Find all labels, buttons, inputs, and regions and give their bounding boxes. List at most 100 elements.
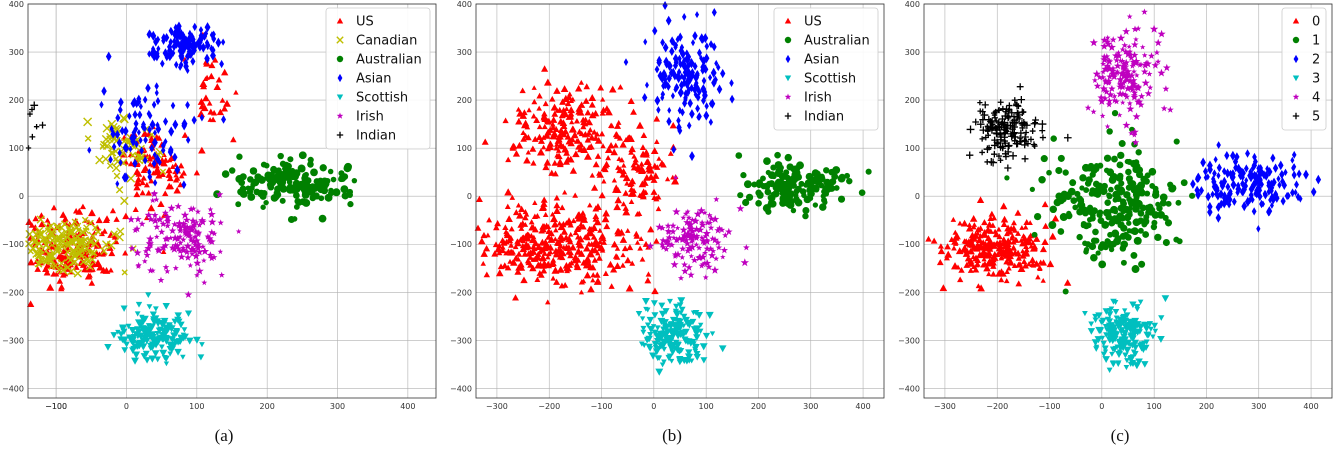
data-point	[1106, 318, 1114, 325]
data-point	[651, 162, 659, 169]
data-point	[238, 179, 246, 186]
data-point	[1284, 191, 1290, 201]
data-point	[154, 246, 164, 254]
data-point	[204, 233, 212, 240]
data-point	[55, 246, 63, 254]
data-point	[820, 193, 826, 199]
data-point	[715, 244, 723, 251]
data-point	[610, 240, 619, 248]
data-point	[39, 121, 46, 129]
data-point	[818, 182, 825, 189]
data-point	[35, 229, 45, 239]
data-point	[1133, 36, 1139, 42]
data-point	[181, 223, 190, 232]
data-point	[145, 189, 152, 196]
data-point	[668, 325, 674, 330]
y-tick-label: 200	[905, 96, 920, 105]
data-point	[745, 193, 754, 201]
data-point	[1268, 179, 1275, 190]
data-point	[171, 41, 177, 51]
data-point	[1063, 133, 1072, 142]
data-point	[624, 180, 630, 186]
data-point	[740, 172, 747, 179]
data-point	[653, 237, 660, 244]
data-point	[152, 306, 159, 312]
data-point	[665, 233, 674, 241]
panel-a: −100−200−1000100200300400−400−300−200−10…	[0, 0, 448, 450]
data-point	[551, 159, 559, 166]
data-point	[667, 241, 673, 247]
data-point	[133, 344, 141, 350]
legend-marker	[784, 112, 792, 120]
data-point	[127, 160, 135, 167]
data-point	[153, 196, 160, 203]
data-point	[661, 81, 666, 91]
data-point	[516, 211, 524, 219]
data-point	[1115, 51, 1123, 60]
data-point	[1112, 51, 1121, 60]
data-point	[187, 224, 193, 231]
data-point	[504, 264, 512, 271]
data-point	[45, 233, 53, 241]
data-point	[1132, 112, 1141, 120]
data-point	[1039, 134, 1047, 141]
data-point	[770, 164, 777, 171]
data-point	[163, 217, 171, 225]
data-point	[1279, 169, 1285, 180]
legend-label: Canadian	[356, 34, 417, 49]
data-point	[25, 218, 33, 225]
data-point	[151, 100, 157, 109]
data-point	[149, 197, 156, 203]
x-tick-label: 100	[699, 402, 714, 411]
data-point	[653, 115, 661, 122]
data-point	[1153, 49, 1160, 56]
data-point	[990, 253, 998, 260]
data-point	[1168, 184, 1177, 193]
data-point	[175, 222, 183, 229]
y-tick-label: 100	[457, 144, 472, 153]
data-point	[1138, 189, 1146, 197]
data-point	[176, 227, 184, 234]
data-point	[667, 106, 672, 114]
data-point	[617, 84, 624, 90]
data-point	[1122, 121, 1131, 129]
data-point	[661, 359, 667, 365]
data-point	[686, 121, 692, 130]
data-point	[196, 35, 203, 46]
data-point	[974, 257, 982, 263]
data-point	[587, 250, 595, 258]
data-point	[652, 26, 658, 36]
data-point	[236, 153, 243, 160]
data-point	[665, 15, 672, 26]
data-point	[693, 241, 700, 248]
data-point	[590, 277, 596, 283]
data-point	[111, 142, 117, 151]
data-point	[173, 26, 180, 37]
data-point	[687, 220, 695, 228]
data-point	[566, 238, 574, 245]
data-point	[565, 93, 573, 100]
data-point	[132, 206, 139, 212]
data-point	[819, 203, 827, 211]
data-point	[130, 345, 137, 352]
data-point	[1102, 244, 1109, 251]
data-point	[522, 214, 529, 221]
data-point	[1020, 233, 1027, 239]
data-point	[695, 253, 704, 262]
data-point	[822, 199, 828, 206]
data-point	[592, 216, 598, 222]
data-point	[679, 43, 685, 52]
data-point	[1021, 137, 1028, 144]
data-point	[572, 150, 580, 158]
data-point	[163, 338, 170, 345]
data-point	[36, 215, 45, 224]
data-point	[559, 204, 566, 211]
data-point	[527, 254, 534, 260]
data-point	[560, 131, 568, 138]
data-point	[118, 158, 123, 167]
data-point	[651, 287, 659, 295]
data-point	[775, 167, 783, 174]
data-point	[1024, 140, 1031, 147]
data-point	[973, 262, 980, 268]
data-point	[151, 159, 157, 168]
